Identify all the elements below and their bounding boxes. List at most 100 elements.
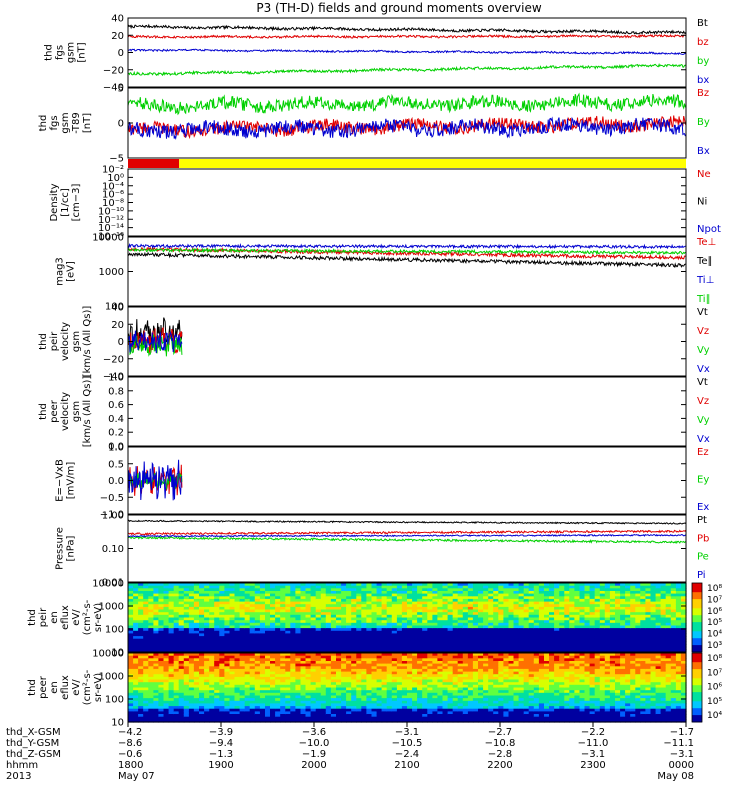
spectrogram-cell — [381, 674, 388, 678]
legend-ey: Ey — [697, 475, 709, 486]
spectrogram-cell — [193, 585, 200, 589]
spectrogram-cell — [447, 606, 454, 611]
spectrogram-cell — [193, 625, 200, 629]
spectrogram-cell — [341, 601, 347, 605]
spectrogram-cell — [523, 622, 530, 627]
spectrogram-cell — [376, 687, 383, 691]
spectrogram-cell — [650, 630, 657, 635]
spectrogram-cell — [153, 690, 160, 694]
spectrogram-cell — [173, 588, 180, 592]
spectrogram-cell — [249, 687, 256, 691]
spectrogram-cell — [178, 711, 185, 715]
spectrogram-cell — [447, 596, 454, 600]
spectrogram-cell — [503, 644, 510, 648]
colorbar-step — [692, 601, 702, 605]
spectrogram-cell — [183, 612, 190, 616]
spectrogram-cell — [620, 628, 626, 632]
spectrogram-cell — [153, 711, 160, 715]
spectrogram-cell — [295, 661, 302, 665]
spectrogram-cell — [275, 644, 281, 648]
spectrogram-cell — [488, 687, 494, 691]
spectrogram-cell — [462, 674, 469, 678]
spectrogram-cell — [168, 649, 175, 653]
spectrogram-cell — [615, 593, 621, 597]
spectrogram-cell — [564, 588, 570, 592]
spectrogram-cell — [386, 617, 393, 621]
spectrogram-cell — [381, 703, 388, 707]
spectrogram-cell — [432, 638, 439, 642]
spectrogram-cell — [371, 666, 378, 670]
spectrogram-cell — [518, 606, 525, 611]
spectrogram-cell — [244, 601, 251, 605]
legend-bz: Bz — [697, 88, 709, 99]
spectrogram-cell — [305, 617, 312, 621]
spectrogram-cell — [158, 633, 165, 637]
spectrogram-cell — [396, 703, 403, 707]
spectrogram-cell — [341, 646, 347, 650]
spectrogram-cell — [366, 671, 373, 675]
spectrogram-cell — [249, 644, 256, 648]
spectrogram-cell — [391, 719, 398, 723]
spectrogram-cell — [336, 703, 342, 707]
spectrogram-cell — [163, 617, 170, 621]
spectrogram-cell — [589, 585, 596, 589]
spectrogram-cell — [305, 714, 312, 718]
spectrogram-cell — [356, 692, 362, 697]
spectrogram-cell — [320, 687, 327, 691]
spectrogram-cell — [209, 682, 215, 686]
spectrogram-cell — [564, 585, 570, 589]
spectrogram-cell — [153, 716, 160, 720]
spectrogram-cell — [178, 622, 185, 627]
spectrogram-cell — [493, 649, 499, 653]
spectrogram-cell — [330, 630, 337, 635]
spectrogram-cell — [401, 591, 408, 595]
spectrogram-cell — [569, 598, 575, 603]
spectrogram-cell — [239, 676, 246, 681]
spectrogram-cell — [493, 625, 499, 629]
spectrogram-cell — [330, 614, 337, 619]
spectrogram-cell — [300, 676, 307, 681]
series-vx-line — [127, 330, 183, 354]
spectrogram-cell — [472, 668, 479, 673]
spectrogram-cell — [351, 588, 357, 592]
spectrogram-cell — [579, 585, 586, 589]
spectrogram-cell — [381, 692, 388, 697]
spectrogram-cell — [381, 596, 388, 600]
spectrogram-cell — [640, 612, 646, 616]
spectrogram-cell — [442, 658, 449, 662]
spectrogram-cell — [265, 684, 271, 689]
spectrogram-cell — [483, 636, 489, 640]
spectrogram-cell — [330, 649, 337, 653]
spectrogram-cell — [417, 622, 423, 627]
spectrogram-cell — [417, 695, 423, 699]
colorbar-step — [692, 594, 702, 598]
spectrogram-cell — [183, 591, 190, 595]
spectrogram-cell — [660, 622, 667, 627]
spectrogram-cell — [290, 676, 296, 681]
spectrogram-cell — [183, 668, 190, 673]
spectrogram-cell — [209, 622, 215, 627]
spectrogram-cell — [188, 711, 195, 715]
spectrogram-cell — [635, 636, 641, 640]
spectrogram-cell — [259, 641, 266, 645]
spectrogram-cell — [544, 612, 550, 616]
spectrogram-cell — [518, 583, 525, 587]
spectrogram-cell — [310, 649, 317, 653]
spectrogram-cell — [265, 646, 271, 650]
spectrogram-cell — [528, 625, 535, 629]
spectrogram-cell — [295, 655, 302, 659]
spectrogram-cell — [310, 708, 317, 712]
spectrogram-cell — [138, 674, 144, 678]
spectrogram-cell — [422, 679, 428, 683]
spectrogram-cell — [270, 719, 276, 723]
spectrogram-cell — [376, 692, 383, 697]
spectrogram-cell — [209, 630, 215, 635]
spectrogram-cell — [148, 649, 154, 653]
spectrogram-cell — [199, 674, 205, 678]
spectrogram-cell — [320, 653, 327, 657]
spectrogram-cell — [422, 703, 428, 707]
spectrogram-cell — [640, 644, 646, 648]
spectrogram-cell — [270, 674, 276, 678]
spectrogram-cell — [325, 609, 332, 613]
spectrogram-cell — [361, 633, 367, 637]
